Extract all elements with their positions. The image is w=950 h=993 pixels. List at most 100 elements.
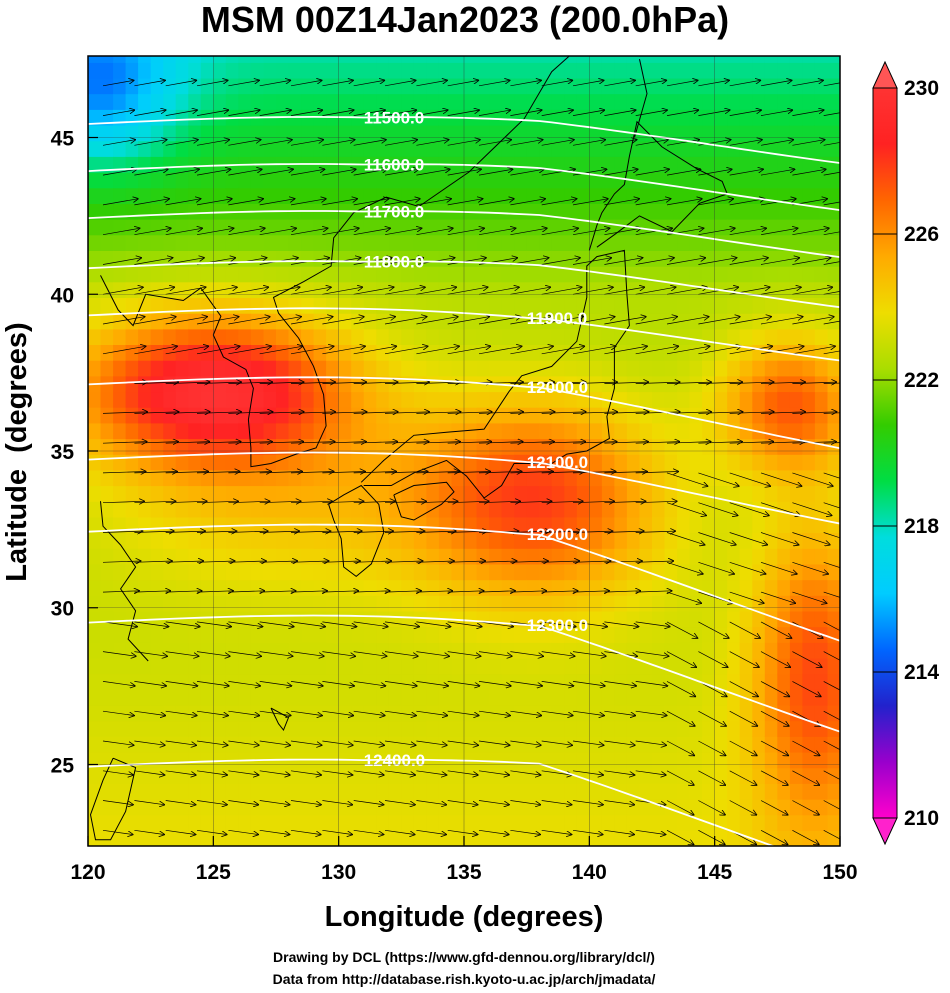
wind-arrow [228,346,271,355]
heatmap-cell [188,516,202,534]
heatmap-cell [576,140,590,157]
heatmap-cell [814,704,828,722]
heatmap-cell [464,407,478,424]
heatmap-cell [476,93,490,110]
heatmap-cell [601,454,615,471]
heatmap-cell [138,375,152,393]
heatmap-cell [551,266,565,283]
heatmap-cell [100,422,114,440]
heatmap-cell [175,799,189,816]
heatmap-cell [125,830,139,846]
heatmap-cell [539,657,553,675]
heatmap-cell [438,422,452,440]
heatmap-cell [727,767,741,784]
heatmap-cell [551,752,565,769]
heatmap-cell [451,391,465,408]
heatmap-cell [276,454,290,471]
heatmap-cell [476,187,490,204]
wind-arrow [604,531,643,532]
heatmap-cell [338,297,352,314]
heatmap-cell [401,704,415,722]
heatmap-cell [401,783,415,800]
heatmap-cell [426,626,440,643]
wind-arrow [572,561,611,562]
heatmap-cell [814,579,828,596]
heatmap-cell [564,642,578,659]
heatmap-cell [301,830,315,846]
heatmap-cell [150,563,164,581]
heatmap-cell [501,250,515,267]
heatmap-cell [789,375,803,393]
heatmap-cell [664,62,678,79]
wind-arrow [102,710,134,715]
heatmap-cell [814,266,828,283]
heatmap-cell [501,469,515,487]
heatmap-cell [376,140,390,157]
heatmap-cell [827,454,840,471]
heatmap-cell [777,93,791,110]
heatmap-cell [601,407,615,424]
wind-arrow [416,591,452,592]
heatmap-cell [188,595,202,612]
heatmap-cell [250,454,264,471]
wind-arrow [384,561,423,562]
heatmap-cell [401,187,415,204]
wind-arrow [447,80,479,87]
heatmap-cell [589,93,603,110]
colorbar-tick-label: 210 [904,807,939,830]
heatmap-cell [827,360,840,377]
heatmap-cell [564,360,578,377]
heatmap-cell [576,109,590,126]
heatmap-cell [589,814,603,831]
heatmap-cell [338,391,352,408]
heatmap-cell [401,657,415,675]
heatmap-cell [138,187,152,204]
heatmap-cell [589,783,603,800]
heatmap-cell [276,673,290,690]
heatmap-cell [489,328,503,345]
heatmap-cell [451,360,465,377]
wind-arrow [290,169,324,176]
heatmap-cell [188,407,202,424]
heatmap-cell [88,595,102,612]
heatmap-cell [88,454,102,471]
wind-arrow [635,346,679,355]
heatmap-cell [789,313,803,330]
heatmap-cell [764,595,778,612]
heatmap-cell [225,595,239,612]
heatmap-cell [764,783,778,800]
heatmap-cell [238,767,252,784]
heatmap-cell [401,595,415,612]
heatmap-cell [614,814,628,831]
heatmap-cell [476,799,490,816]
heatmap-cell [589,689,603,706]
heatmap-cell [626,328,640,345]
heatmap-cell [213,657,227,675]
heatmap-cell [138,657,152,675]
heatmap-cell [363,704,377,722]
wind-arrow [572,80,604,87]
heatmap-cell [464,595,478,612]
wind-arrow [353,412,398,414]
heatmap-cell [589,360,603,377]
heatmap-cell [238,673,252,690]
heatmap-cell [777,219,791,236]
heatmap-cell [652,532,666,549]
heatmap-cell [802,454,816,471]
heatmap-cell [438,595,452,612]
heatmap-cell [100,93,114,110]
heatmap-cell [514,391,528,408]
heatmap-cell [388,77,402,95]
heatmap-cell [388,704,402,722]
heatmap-cell [727,626,741,643]
heatmap-cell [338,328,352,345]
heatmap-cell [476,422,490,440]
wind-arrow [729,710,758,726]
wind-arrow [447,829,478,834]
heatmap-cell [652,93,666,110]
heatmap-cell [313,799,327,816]
heatmap-cell [677,125,691,142]
heatmap-cell [802,140,816,157]
wind-arrow [447,317,489,325]
